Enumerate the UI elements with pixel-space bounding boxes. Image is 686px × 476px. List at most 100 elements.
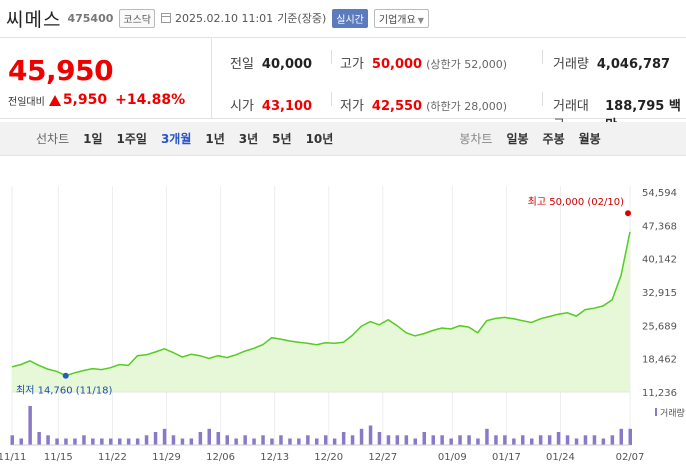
- volume-bar: [144, 435, 149, 446]
- volume-bar: [261, 435, 265, 446]
- volume-bar: [55, 438, 59, 445]
- volume-bar: [350, 435, 355, 446]
- realtime-button[interactable]: 실시간: [332, 8, 368, 28]
- volume-bar: [494, 435, 498, 446]
- tab-10y[interactable]: 10년: [305, 132, 334, 146]
- volume-bar: [109, 438, 113, 445]
- change-label: 전일대비: [8, 96, 45, 108]
- volume-bar: [189, 438, 194, 445]
- low-label: 저가: [340, 99, 364, 114]
- volume-bar: [359, 428, 364, 446]
- x-tick-label: 11/22: [98, 452, 127, 463]
- volume-bar: [404, 435, 409, 446]
- volume-bar: [467, 435, 471, 446]
- volume-bar: [180, 438, 185, 445]
- volume-bar: [521, 435, 525, 446]
- volume-bar: [270, 438, 274, 445]
- high-label: 고가: [340, 57, 364, 72]
- volume-bar: [610, 435, 615, 446]
- y-tick-label: 18,462: [642, 355, 677, 366]
- low-marker: [62, 372, 69, 379]
- volume-bar: [449, 438, 453, 445]
- volume-bar: [153, 432, 158, 445]
- tab-3m[interactable]: 3개월: [160, 132, 192, 146]
- volume-bar: [288, 438, 292, 445]
- calendar-icon: [161, 13, 171, 23]
- volume-bar: [332, 438, 337, 445]
- volume-bar: [19, 438, 23, 445]
- prev-close-value: 40,000: [261, 57, 313, 72]
- x-tick-label: 12/13: [260, 452, 289, 463]
- volume-bar: [324, 435, 328, 446]
- x-tick-label: 11/29: [152, 452, 181, 463]
- x-tick-label: 01/24: [546, 452, 575, 463]
- company-overview-button[interactable]: 기업개요 ▼: [373, 8, 429, 28]
- volume-bar: [216, 432, 220, 445]
- volume-label: 거래량: [553, 57, 589, 72]
- volume-bar: [368, 425, 373, 445]
- volume-bar: [619, 428, 623, 446]
- tab-5y[interactable]: 5년: [272, 132, 292, 146]
- volume-bar: [28, 406, 32, 445]
- volume-bar: [126, 438, 131, 445]
- volume-bar: [171, 435, 176, 446]
- tab-1d[interactable]: 1일: [83, 132, 103, 146]
- volume-bar: [91, 438, 95, 445]
- volume-bar: [315, 438, 319, 445]
- x-tick-label: 12/20: [314, 452, 343, 463]
- tab-1y[interactable]: 1년: [205, 132, 225, 146]
- upper-limit: (상한가 52,000): [426, 58, 508, 71]
- stock-header: 씨메스 475400 코스닥 2025.02.10 11:01 기준(장중) 실…: [0, 0, 686, 36]
- tab-1w[interactable]: 1주일: [116, 132, 147, 146]
- volume-bar: [198, 432, 203, 445]
- price-summary: 45,950 전일대비 5,950 +14.88% 전일 40,000 고가 5…: [0, 37, 686, 133]
- volume-bar: [243, 435, 247, 446]
- volume-bar: [395, 435, 400, 446]
- x-tick-label: 12/06: [206, 452, 235, 463]
- volume-bar: [100, 438, 104, 445]
- volume-bar: [458, 435, 462, 446]
- quote-status: 기준(장중): [277, 12, 327, 25]
- x-tick-label: 01/09: [438, 452, 467, 463]
- change-value: 5,950: [62, 92, 108, 108]
- tab-monthly[interactable]: 월봉: [578, 132, 601, 146]
- volume-bar: [64, 438, 68, 445]
- volume-bar: [297, 438, 301, 445]
- volume: 거래량 4,046,787: [553, 53, 670, 72]
- volume-bar: [207, 428, 211, 446]
- quote-datetime: 2025.02.10 11:01: [175, 11, 274, 25]
- x-tick-label: 01/17: [492, 452, 521, 463]
- volume-bar: [135, 438, 140, 445]
- volume-bar: [512, 438, 516, 445]
- tab-daily[interactable]: 일봉: [506, 132, 529, 146]
- y-tick-label: 40,142: [642, 255, 677, 266]
- tab-3y[interactable]: 3년: [238, 132, 259, 146]
- tab-weekly[interactable]: 주봉: [542, 132, 565, 146]
- volume-bar: [162, 428, 167, 446]
- volume-bar: [341, 432, 346, 445]
- y-tick-label: 11,236: [642, 388, 677, 399]
- y-tick-label: 47,368: [642, 221, 677, 232]
- price-chart: 11/11 11/15 11/22 11/29 12/06 12/13 12/20 12/27…: [0, 186, 685, 463]
- volume-bar: [440, 435, 444, 446]
- volume-legend-marker: [655, 408, 657, 416]
- x-tick-label: 11/11: [0, 452, 26, 463]
- x-tick-label: 02/07: [616, 452, 645, 463]
- volume-bar: [574, 438, 579, 445]
- volume-bar: [476, 438, 480, 445]
- low-price: 저가 42,550 (하한가 28,000): [340, 95, 507, 114]
- prev-close: 전일 40,000: [230, 53, 312, 72]
- volume-value: 4,046,787: [596, 57, 671, 72]
- volume-bar: [386, 435, 391, 446]
- volume-bar: [547, 435, 552, 446]
- volume-bar: [530, 438, 534, 445]
- lower-limit: (하한가 28,000): [426, 100, 508, 113]
- volume-bar: [556, 432, 561, 445]
- stock-code: 475400: [67, 11, 114, 25]
- high-annotation: 최고 50,000 (02/10): [528, 196, 624, 208]
- volume-bar: [601, 438, 606, 445]
- x-tick-label: 11/15: [44, 452, 73, 463]
- volume-bar: [73, 438, 77, 445]
- price-area: [12, 231, 630, 392]
- volume-bar: [279, 435, 283, 446]
